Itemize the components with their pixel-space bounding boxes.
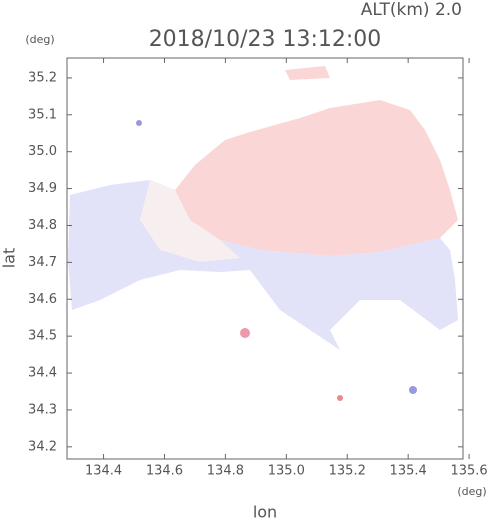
y-tick-label: 34.2 xyxy=(28,439,57,454)
y-unit: (deg) xyxy=(25,33,54,46)
y-tick-label: 35.2 xyxy=(28,70,57,85)
x-tick-label: 135.4 xyxy=(390,464,427,479)
x-axis-label: lon xyxy=(253,503,277,521)
chart-title: 2018/10/23 13:12:00 xyxy=(149,27,382,52)
x-unit: (deg) xyxy=(457,485,486,498)
x-tick-label: 135.6 xyxy=(450,464,487,479)
field-north xyxy=(175,100,458,256)
y-axis-label: lat xyxy=(0,248,19,269)
y-tick-label: 34.5 xyxy=(28,329,57,344)
chart-subtitle: ALT(km) 2.0 xyxy=(361,0,462,20)
y-tick-label: 35.1 xyxy=(28,107,57,122)
y-tick-label: 34.8 xyxy=(28,218,57,233)
plot-frame xyxy=(66,57,464,460)
x-tick-label: 135.2 xyxy=(329,464,366,479)
x-tick-label: 134.4 xyxy=(85,464,122,479)
y-tick-label: 35.0 xyxy=(28,144,57,159)
field-spot xyxy=(240,328,250,338)
y-tick-label: 34.7 xyxy=(28,255,57,270)
field-spot xyxy=(409,386,417,394)
y-tick-label: 34.3 xyxy=(28,402,57,417)
y-tick-label: 34.4 xyxy=(28,366,57,381)
x-tick-label: 134.6 xyxy=(146,464,183,479)
x-tick-label: 134.8 xyxy=(207,464,244,479)
field xyxy=(68,66,458,401)
y-tick-label: 34.6 xyxy=(28,292,57,307)
x-tick-label: 135.0 xyxy=(268,464,305,479)
field-mid xyxy=(140,180,240,262)
field-islet xyxy=(285,66,330,80)
field-spot xyxy=(337,395,343,401)
y-tick-label: 34.9 xyxy=(28,181,57,196)
field-spot xyxy=(136,120,142,126)
